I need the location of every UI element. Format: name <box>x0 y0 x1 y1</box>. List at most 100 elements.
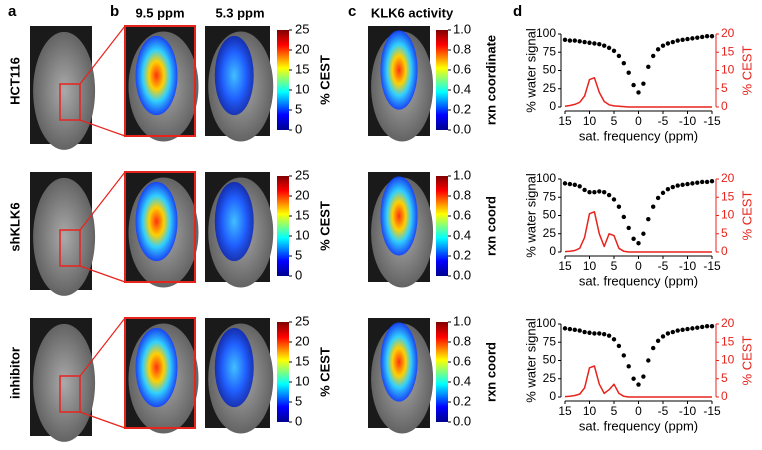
x-tick-label: -5 <box>658 404 669 418</box>
cest-map <box>214 181 254 262</box>
x-tick-label: -15 <box>703 404 721 418</box>
data-point <box>709 178 715 184</box>
x-tick-label: 5 <box>611 114 618 128</box>
x-tick-label: 10 <box>583 404 597 418</box>
zoom-frame <box>124 171 196 283</box>
colorbar-tick-label: 10 <box>295 81 309 96</box>
colorbar-tick-label: 20 <box>295 41 309 56</box>
cest-map <box>380 30 418 110</box>
y2-tick-label: 15 <box>721 44 735 58</box>
x-tick-label: -5 <box>658 259 669 273</box>
data-point <box>592 331 597 336</box>
data-point <box>685 36 690 42</box>
colorbar-label: % CEST <box>317 201 332 251</box>
x-tick-label: 0 <box>635 404 642 418</box>
row-label: HCT116 <box>7 57 22 105</box>
colorbar <box>436 322 448 422</box>
data-point <box>636 241 641 246</box>
data-point <box>655 47 661 52</box>
colorbar-label: % CEST <box>317 55 332 105</box>
data-point <box>602 189 607 195</box>
colorbar-tick-label: 20 <box>295 333 309 348</box>
colorbar-tick-label: 0.4 <box>453 227 471 242</box>
column-header: 9.5 ppm <box>135 5 184 20</box>
data-point <box>631 236 636 242</box>
data-point <box>567 326 573 332</box>
data-point <box>587 330 592 335</box>
data-point <box>587 40 592 45</box>
colorbar-tick-label: 0.6 <box>453 353 471 368</box>
data-point <box>695 325 700 330</box>
data-line <box>564 77 712 108</box>
data-point <box>611 337 617 342</box>
x-tick-label: -10 <box>679 114 697 128</box>
data-point <box>626 70 631 75</box>
x-tick-label: 0 <box>635 259 642 273</box>
colorbar-tick-label: 15 <box>295 207 309 222</box>
data-point <box>660 190 666 196</box>
data-point <box>695 180 700 185</box>
data-point <box>685 326 690 332</box>
colorbar-label: rxn coord <box>483 196 498 256</box>
data-point <box>567 38 573 43</box>
data-point <box>621 61 626 66</box>
y2-tick-label: 5 <box>721 371 728 385</box>
colorbar-tick-label: 5 <box>295 393 302 408</box>
data-point <box>572 327 577 333</box>
data-point <box>606 45 612 51</box>
roi-box <box>59 375 81 413</box>
data-point <box>680 37 685 43</box>
y-tick-label: 100 <box>536 316 556 330</box>
data-point <box>665 187 671 192</box>
colorbar-tick-label: 0 <box>295 267 302 282</box>
x-tick-label: 15 <box>558 404 572 418</box>
data-point <box>646 358 651 363</box>
colorbar-tick-label: 10 <box>295 373 309 388</box>
x-tick-label: -10 <box>679 259 697 273</box>
data-point <box>621 353 626 358</box>
data-point <box>641 81 646 86</box>
y-tick-label: 25 <box>543 81 557 95</box>
y-axis-label: % water signal <box>523 173 538 258</box>
data-point <box>704 33 710 39</box>
y2-axis-label: % CEST <box>739 191 754 241</box>
x-tick-label: 0 <box>635 114 642 128</box>
y2-tick-label: 5 <box>721 226 728 240</box>
cest-map <box>214 327 254 408</box>
data-point <box>700 179 705 185</box>
x-tick-label: -5 <box>658 114 669 128</box>
y2-tick-label: 15 <box>721 189 735 203</box>
y-tick-label: 75 <box>543 189 557 203</box>
mri-tissue <box>33 323 96 442</box>
data-point <box>660 43 666 48</box>
data-point <box>700 324 705 330</box>
y-axis-label: % water signal <box>523 318 538 403</box>
x-tick-label: -15 <box>703 259 721 273</box>
y-tick-label: 0 <box>549 99 556 113</box>
x-tick-label: 5 <box>611 404 618 418</box>
colorbar-tick-label: 0.0 <box>453 267 471 282</box>
data-point <box>704 323 710 329</box>
colorbar <box>277 322 289 422</box>
column-header: 5.3 ppm <box>215 5 264 20</box>
data-point <box>562 37 568 43</box>
data-point <box>675 38 680 43</box>
zoom-frame <box>124 25 196 137</box>
data-point <box>631 82 636 88</box>
y2-tick-label: 20 <box>721 26 735 40</box>
y2-tick-label: 0 <box>721 99 728 113</box>
y-tick-label: 75 <box>543 334 557 348</box>
colorbar-tick-label: 15 <box>295 61 309 76</box>
x-tick-label: -10 <box>679 404 697 418</box>
panel-label: d <box>513 3 522 20</box>
data-point <box>621 214 626 220</box>
data-point <box>655 338 661 343</box>
y-tick-label: 100 <box>536 171 556 185</box>
mri-tissue <box>33 177 96 296</box>
data-point <box>626 364 631 369</box>
y2-tick-label: 0 <box>721 389 728 403</box>
data-point <box>641 231 646 236</box>
data-point <box>606 192 612 198</box>
